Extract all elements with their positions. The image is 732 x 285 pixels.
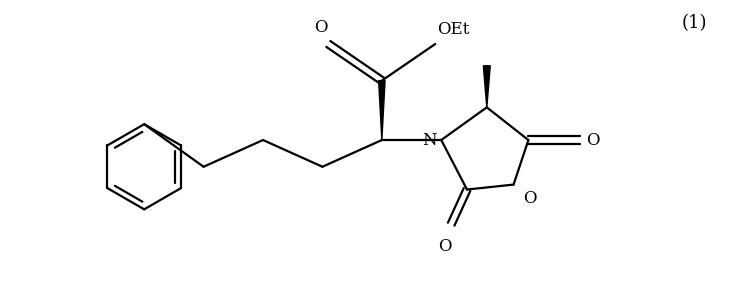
Text: (1): (1) — [681, 14, 706, 32]
Text: O: O — [523, 190, 537, 207]
Polygon shape — [378, 81, 385, 140]
Text: O: O — [314, 19, 327, 36]
Text: O: O — [586, 131, 600, 148]
Text: OEt: OEt — [437, 21, 470, 38]
Text: O: O — [438, 238, 452, 255]
Text: N: N — [422, 131, 436, 148]
Polygon shape — [483, 66, 490, 107]
